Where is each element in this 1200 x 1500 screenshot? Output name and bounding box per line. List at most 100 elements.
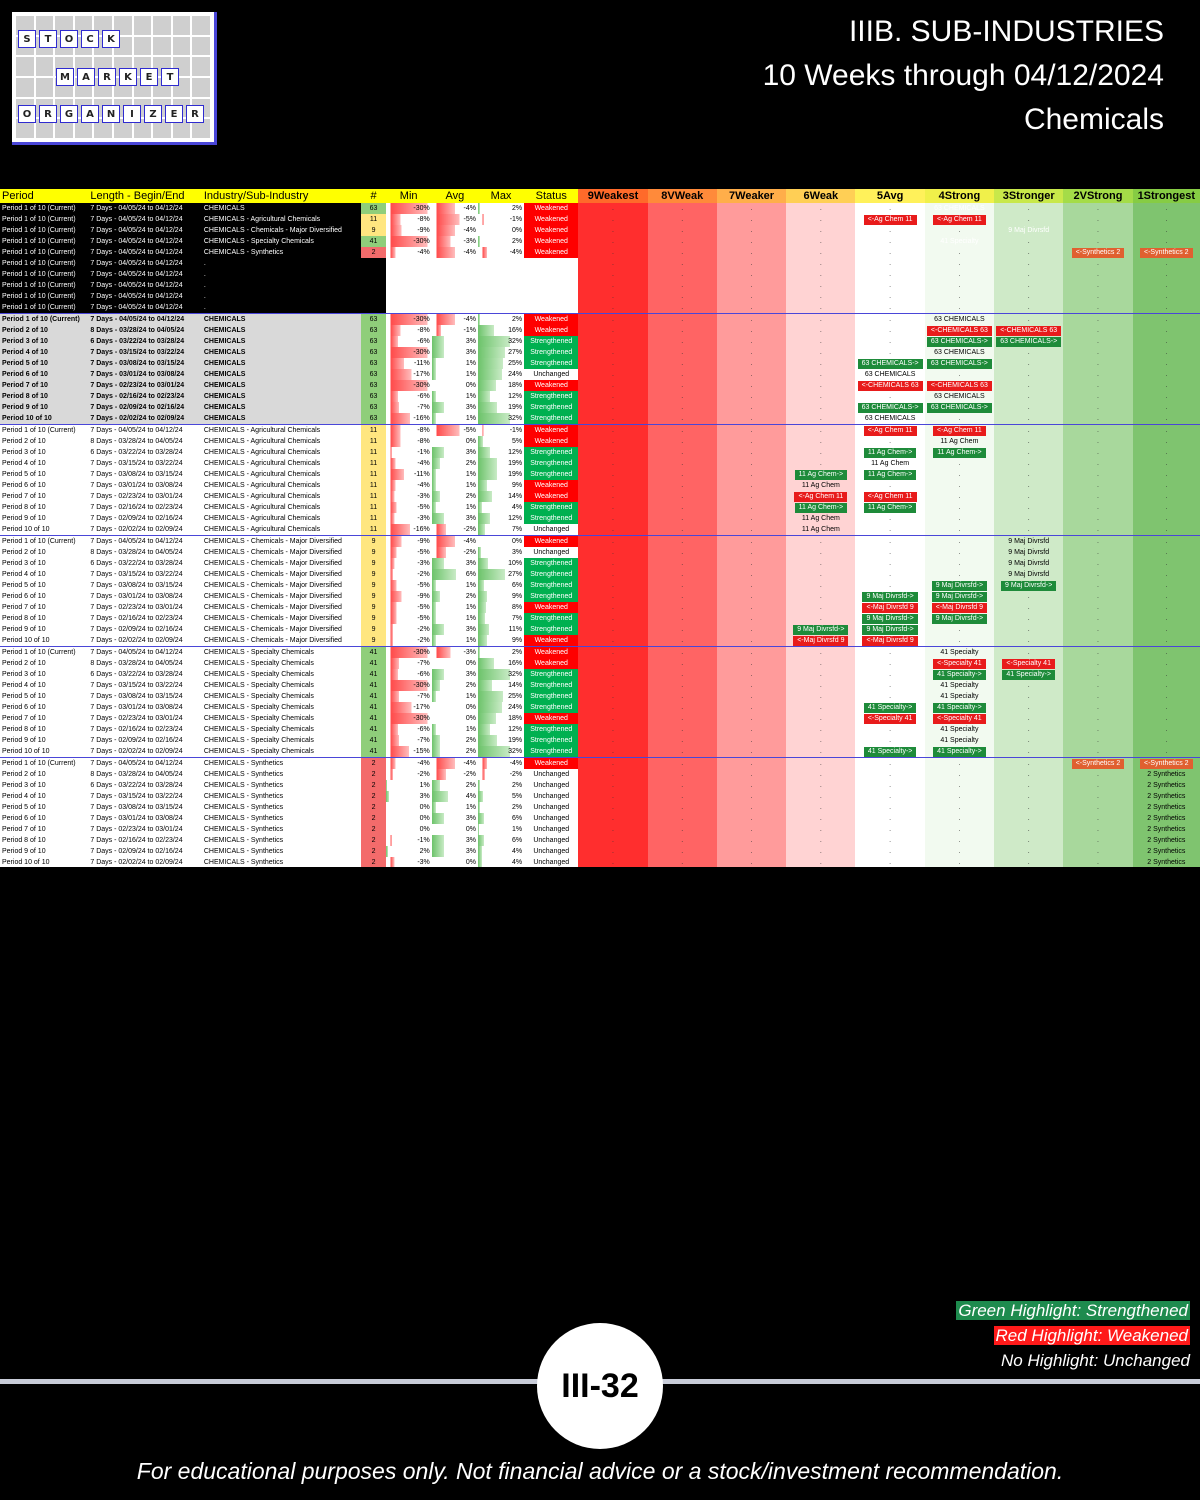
avg-cell <box>431 269 478 280</box>
zone-cell: . <box>924 780 995 791</box>
industry-cell: CHEMICALS - Chemicals - Major Diversifie… <box>201 225 362 236</box>
max-cell: 32% <box>477 336 525 347</box>
zone-cell: . <box>924 824 995 835</box>
zone-cell: . <box>578 380 648 391</box>
industry-cell: . <box>201 291 362 302</box>
zone-cell: . <box>1063 480 1133 491</box>
count-cell <box>361 291 386 302</box>
zone-cell: . <box>855 646 925 658</box>
table-row: Period 7 of 10 7 Days - 02/23/24 to 03/01… <box>0 602 1200 613</box>
zone-cell: . <box>578 480 648 491</box>
max-cell: 24% <box>477 369 525 380</box>
zone-cell: . <box>647 291 717 302</box>
industry-cell: CHEMICALS - Specialty Chemicals <box>201 236 362 247</box>
zone-cell: . <box>855 547 925 558</box>
avg-cell <box>431 258 478 269</box>
logo-tile <box>35 119 54 138</box>
zone-cell: . <box>855 269 925 280</box>
max-cell: 3% <box>477 547 525 558</box>
max-cell: 4% <box>477 857 525 867</box>
max-cell: 12% <box>477 513 525 524</box>
zone-cell: . <box>786 280 856 291</box>
zone-cell: . <box>924 791 995 802</box>
zone-cell: . <box>1132 580 1200 591</box>
zone-cell: . <box>994 247 1064 258</box>
zone-label: 2 Synthetics <box>1147 859 1186 866</box>
max-cell: 9% <box>477 591 525 602</box>
zone-cell: . <box>1063 491 1133 502</box>
table-row: Period 1 of 10 (Current) 7 Days - 04/05/2… <box>0 225 1200 236</box>
zone-cell: . <box>716 535 787 547</box>
table-row: Period 1 of 10 (Current) 7 Days - 04/05/2… <box>0 291 1200 302</box>
length-cell: 7 Days - 02/09/24 to 02/16/24 <box>88 846 202 857</box>
industry-cell: CHEMICALS - Synthetics <box>201 769 362 780</box>
logo-letter: A <box>77 68 95 86</box>
status-badge: Strengthened <box>524 558 579 569</box>
zone-cell: . <box>786 247 856 258</box>
zone-cell: . <box>1063 313 1133 325</box>
zone-cell: . <box>578 469 648 480</box>
count-cell: 11 <box>361 424 386 436</box>
avg-cell: 3% <box>431 669 478 680</box>
zone-label: 2 Synthetics <box>1147 815 1186 822</box>
zone-cell: . <box>1132 436 1200 447</box>
zone-cell: . <box>1063 580 1133 591</box>
count-cell: 63 <box>361 313 386 325</box>
period-cell: Period 1 of 10 (Current) <box>0 280 89 291</box>
count-cell: 11 <box>361 447 386 458</box>
length-cell: 7 Days - 04/05/24 to 04/12/24 <box>88 313 202 325</box>
zone-cell: . <box>578 558 648 569</box>
zone-cell: . <box>647 624 717 635</box>
avg-cell: 1% <box>431 413 478 425</box>
zone-cell: . <box>855 302 925 314</box>
max-cell: 9% <box>477 635 525 647</box>
min-cell: -5% <box>385 602 432 613</box>
industry-cell: CHEMICALS - Agricultural Chemicals <box>201 424 362 436</box>
zone-cell: . <box>578 203 648 214</box>
logo-letter: R <box>98 68 116 86</box>
zone-label: <-Ag Chem 11 <box>863 426 917 436</box>
zone-cell: . <box>716 313 787 325</box>
zone-cell: . <box>924 857 995 867</box>
industry-cell: CHEMICALS - Specialty Chemicals <box>201 669 362 680</box>
zone-cell: 9 Maj Divrsfd <box>994 535 1064 547</box>
period-cell: Period 5 of 10 <box>0 469 89 480</box>
title-industry: Chemicals <box>1023 103 1164 136</box>
header-zone-2vstrong: 2VStrong <box>1063 189 1133 203</box>
table-row: Period 9 of 10 7 Days - 02/09/24 to 02/16… <box>0 402 1200 413</box>
avg-cell: 1% <box>431 580 478 591</box>
industry-cell: CHEMICALS <box>201 358 362 369</box>
min-cell: -15% <box>385 746 432 758</box>
zone-cell: . <box>855 291 925 302</box>
zone-cell: . <box>647 325 717 336</box>
count-cell: 2 <box>361 824 386 835</box>
zone-cell: . <box>1132 469 1200 480</box>
industry-cell: CHEMICALS - Synthetics <box>201 835 362 846</box>
zone-label: <-Ag Chem 11 <box>863 215 917 225</box>
status-badge: Unchanged <box>524 835 579 846</box>
zone-label: 11 Ag Chem-> <box>933 448 986 458</box>
zone-cell: . <box>716 280 787 291</box>
min-cell: -9% <box>385 535 432 547</box>
zone-cell: 41 Specialty <box>924 680 995 691</box>
zone-cell: . <box>1132 447 1200 458</box>
min-cell <box>385 302 432 314</box>
zone-cell: . <box>786 302 856 314</box>
zone-cell: . <box>1063 769 1133 780</box>
zone-cell: . <box>1132 713 1200 724</box>
zone-cell: . <box>855 724 925 735</box>
table-row: Period 6 of 10 7 Days - 03/01/24 to 03/08… <box>0 480 1200 491</box>
zone-cell: . <box>1063 280 1133 291</box>
zone-cell: . <box>647 691 717 702</box>
zone-cell: . <box>994 680 1064 691</box>
zone-label: 63 CHEMICALS-> <box>926 337 992 347</box>
period-cell: Period 2 of 10 <box>0 325 89 336</box>
max-cell <box>477 258 525 269</box>
length-cell: 7 Days - 03/01/24 to 03/08/24 <box>88 591 202 602</box>
table-row: Period 8 of 10 7 Days - 02/16/24 to 02/23… <box>0 724 1200 735</box>
status-badge: Weakened <box>524 480 579 491</box>
zone-cell: . <box>647 269 717 280</box>
status-badge <box>524 258 579 269</box>
avg-cell: 1% <box>431 802 478 813</box>
logo-letter: S <box>18 30 36 48</box>
